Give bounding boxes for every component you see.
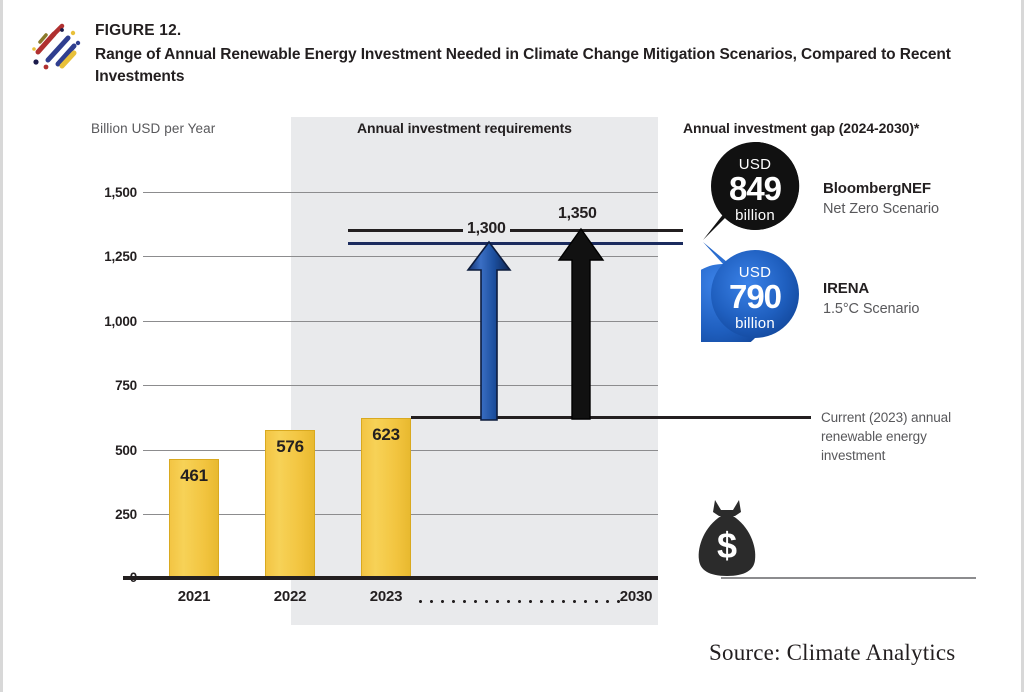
scenario-sub-irena: 1.5°C Scenario [823,301,920,317]
ytick-label-750: 750 [115,378,137,393]
callout-unit-bloombergnef: billion [735,207,775,224]
callout-currency-irena: USD [738,264,772,281]
bar-value-2022: 576 [276,437,304,456]
callout-currency-bloombergnef: USD [738,156,772,173]
x-axis-line-right [721,577,976,579]
band-header-requirements: Annual investment requirements [357,120,572,136]
y-axis-title: Billion USD per Year [91,121,216,136]
highlight-band [291,117,658,625]
source-caption: Source: Climate Analytics [709,640,956,665]
gridline-1000 [143,321,658,322]
callout-value-irena: 790 [728,278,782,315]
requirement-line-1300 [348,242,683,245]
ytick-label-1250: 1,250 [104,249,137,264]
current-investment-note: Current (2023) annual renewable energy i… [821,410,951,463]
xtick-label-2021: 2021 [177,588,211,605]
arrow-bloombergnef-1350 [556,227,606,426]
money-bag-icon: $ [695,496,759,578]
arrow-irena-1300 [465,240,513,427]
ytick-label-250: 250 [115,507,137,522]
requirement-line-1350 [348,229,683,232]
svg-text:$: $ [717,525,737,566]
callout-bloombergnef: USD 849 billion [701,140,809,244]
callout-value-bloombergnef: 849 [728,170,782,207]
bar-2021 [169,459,219,578]
scenario-name-irena: IRENA [823,280,870,297]
chart-plot-area: Billion USD per Year Annual investment r… [3,0,1024,692]
band-header-gap: Annual investment gap (2024-2030)* [683,120,920,136]
x-axis-dotted-projection [415,600,627,603]
callout-irena: USD 790 billion [701,238,809,342]
figure-header: FIGURE 12. Range of Annual Renewable Ene… [3,0,1024,100]
gridline-1250 [143,256,658,257]
callout-unit-irena: billion [735,315,775,332]
scenario-sub-bloombergnef: Net Zero Scenario [823,201,939,217]
ytick-label-1500: 1,500 [104,185,137,200]
xtick-label-2030: 2030 [619,588,653,605]
xtick-label-2023: 2023 [369,588,403,605]
figure-label: FIGURE 12. [95,22,182,39]
bar-value-2023: 623 [372,425,400,444]
bar-value-2021: 461 [180,466,208,485]
ytick-label-1000: 1,000 [104,314,137,329]
requirement-label-1300: 1,300 [463,220,510,238]
bar-2023 [361,418,411,578]
bar-2022 [265,430,315,578]
scenario-name-bloombergnef: BloombergNEF [823,180,931,197]
figure-title: Range of Annual Renewable Energy Investm… [95,46,951,85]
xtick-label-2022: 2022 [273,588,307,605]
gridline-1500 [143,192,658,193]
ytick-label-500: 500 [115,443,137,458]
climate-analytics-logo [28,22,86,74]
x-axis-line [123,576,658,580]
requirement-label-1350: 1,350 [554,205,601,223]
gridline-750 [143,385,658,386]
current-investment-line [411,416,811,419]
